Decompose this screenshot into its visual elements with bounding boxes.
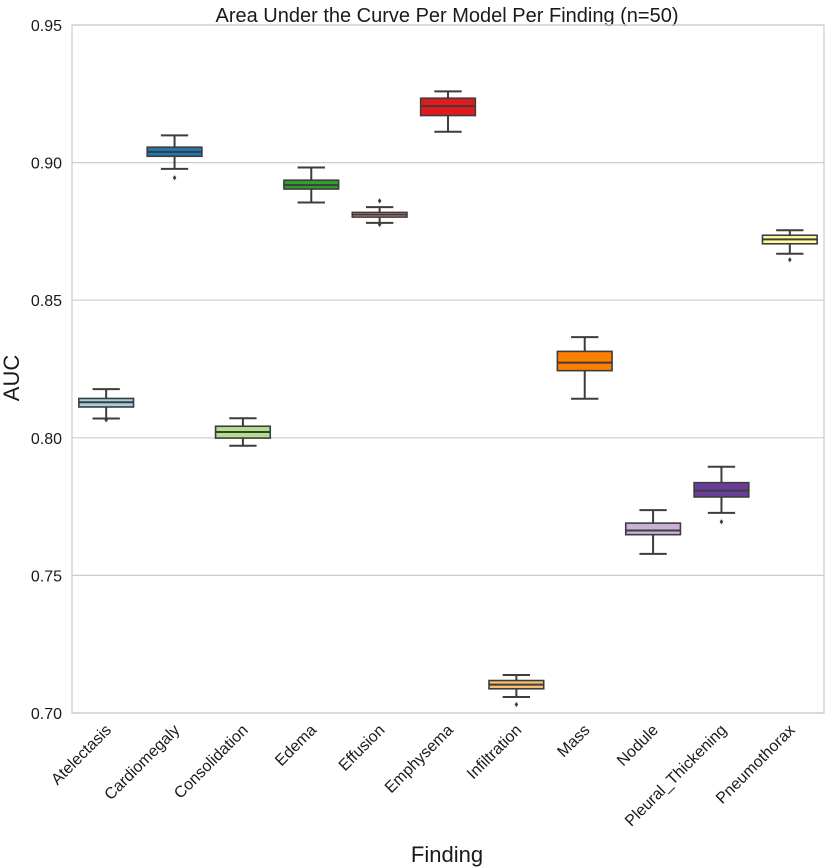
y-tick-label: 0.70 xyxy=(31,706,62,723)
y-tick-label: 0.90 xyxy=(31,156,62,173)
outlier-point xyxy=(788,257,792,263)
iqr-box xyxy=(624,522,682,536)
box-pleural_thickening xyxy=(693,465,750,525)
x-tick-label: Atelectasis xyxy=(48,722,115,789)
plot-area: 0.700.750.800.850.900.95AtelectasisCardi… xyxy=(31,18,825,830)
outlier-point xyxy=(377,221,382,228)
x-tick-label: Emphysema xyxy=(382,722,457,797)
box-effusion xyxy=(351,198,408,228)
outlier-point xyxy=(377,198,382,204)
iqr-box xyxy=(556,350,613,372)
box-cardiomegaly xyxy=(146,134,203,181)
x-tick-label: Effusion xyxy=(336,722,389,775)
box-mass xyxy=(556,336,613,400)
box-emphysema xyxy=(419,90,477,133)
outlier-point xyxy=(514,701,519,708)
box-consolidation xyxy=(214,417,272,447)
outlier-point xyxy=(104,417,108,423)
box-atelectasis xyxy=(78,388,135,423)
x-tick-label: Infiltration xyxy=(464,722,525,783)
chart-title: Area Under the Curve Per Model Per Findi… xyxy=(215,5,678,27)
y-tick-label: 0.75 xyxy=(31,568,62,585)
box-infiltration xyxy=(488,674,545,708)
x-tick-label: Edema xyxy=(272,722,320,770)
x-tick-label: Mass xyxy=(554,722,593,761)
box-pneumothorax xyxy=(761,229,818,263)
x-axis-label: Finding xyxy=(411,842,483,867)
y-tick-label: 0.85 xyxy=(31,293,62,310)
plot-frame xyxy=(71,24,825,714)
outlier-point xyxy=(172,175,177,181)
y-tick-label: 0.80 xyxy=(31,431,62,448)
y-axis-label: AUC xyxy=(0,355,24,402)
box-edema xyxy=(283,166,340,204)
x-tick-label: Nodule xyxy=(614,722,662,770)
y-tick-label: 0.95 xyxy=(31,18,62,35)
box-nodule xyxy=(624,509,682,555)
outlier-point xyxy=(719,519,724,525)
